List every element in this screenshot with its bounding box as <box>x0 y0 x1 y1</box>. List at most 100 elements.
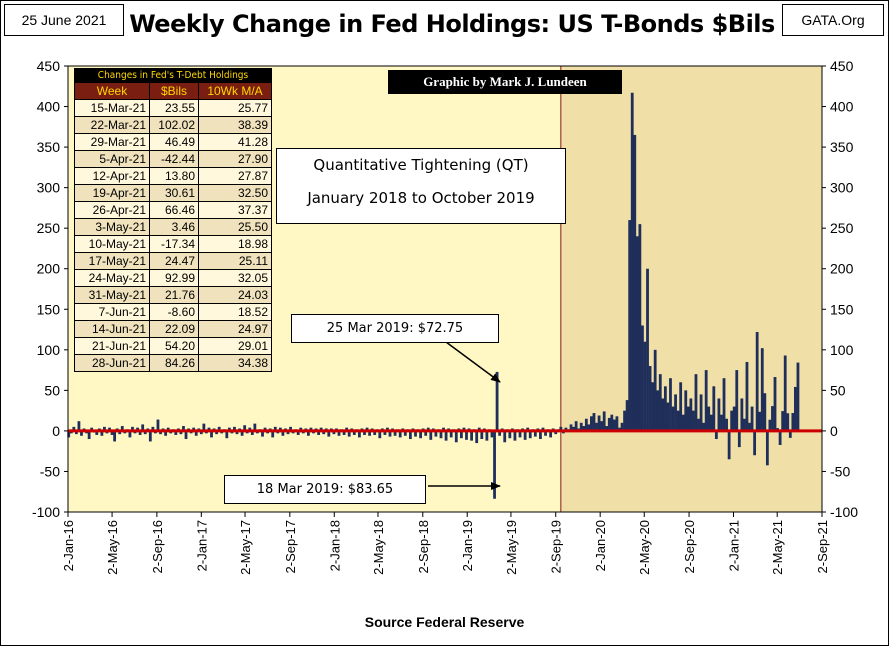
callout-arrows <box>428 341 501 490</box>
table-title: Changes in Fed's T-Debt Holdings <box>74 68 272 83</box>
bar <box>477 427 481 431</box>
x-tick-label: 2-Jan-18 <box>327 520 342 571</box>
credit-label: Graphic by Mark J. Lundeen <box>388 70 622 94</box>
bar <box>227 427 231 431</box>
bar <box>513 430 517 441</box>
x-tick-label: 2-May-20 <box>637 520 652 575</box>
bar <box>584 418 588 431</box>
bar <box>730 410 734 431</box>
y-tick-label-left: 450 <box>37 58 61 74</box>
bar <box>518 430 522 438</box>
table-cell-week: 21-Jun-21 <box>74 337 150 355</box>
x-tick-label: 2-Sep-20 <box>682 520 697 573</box>
bar <box>503 430 507 443</box>
bar <box>554 430 558 435</box>
table-cell-week: 15-Mar-21 <box>74 99 150 117</box>
table-row: 22-Mar-21 102.02 38.39 <box>74 116 272 134</box>
bar <box>347 430 351 437</box>
bar <box>74 430 78 435</box>
bar <box>250 430 254 435</box>
bar <box>108 427 111 431</box>
bar <box>633 134 637 431</box>
x-tick-label: 2-Sep-16 <box>150 520 165 573</box>
bar <box>352 430 356 435</box>
table-cell-ma: 25.50 <box>198 218 272 236</box>
shaded-region <box>560 65 823 513</box>
bar <box>358 430 361 438</box>
bar <box>393 430 397 436</box>
bar <box>737 430 741 448</box>
y-tick-label-left: 300 <box>37 180 61 196</box>
table-cell-week: 17-May-21 <box>74 252 150 270</box>
source-label: Source Federal Reserve <box>364 614 525 630</box>
bar <box>207 427 211 431</box>
bar <box>574 421 578 431</box>
bar <box>694 374 698 431</box>
y-tick-label-right: 250 <box>830 220 854 236</box>
bar <box>666 402 670 431</box>
table-row: 21-Jun-21 54.20 29.01 <box>74 337 272 355</box>
bar <box>661 398 665 431</box>
bar <box>697 418 700 431</box>
bar <box>103 426 106 431</box>
y-tick-label-right: 100 <box>830 342 854 358</box>
y-tick-label-right: 300 <box>830 180 854 196</box>
x-tick-label: 2-Sep-21 <box>815 520 830 573</box>
callout-high: 25 Mar 2019: $72.75 <box>291 314 499 343</box>
table-row: 24-May-21 92.99 32.05 <box>74 269 272 287</box>
arrow-high <box>445 341 501 383</box>
y-tick-label-left: 250 <box>37 220 61 236</box>
bar <box>549 430 553 438</box>
bar <box>217 426 221 431</box>
bar <box>199 430 203 435</box>
bar <box>778 430 782 445</box>
bar <box>373 430 377 435</box>
x-tick-label: 2-May-21 <box>770 520 785 575</box>
x-tick-label: 2-Sep-17 <box>283 520 298 573</box>
bar <box>465 430 468 440</box>
bar <box>322 430 326 435</box>
bar <box>475 430 479 444</box>
bar <box>679 382 683 431</box>
bar <box>426 427 430 431</box>
bar <box>143 430 147 435</box>
bar <box>592 413 596 431</box>
table-header-bils: $Bils <box>149 82 199 100</box>
bar <box>419 430 422 439</box>
bar <box>755 331 759 431</box>
bar <box>763 393 767 431</box>
bar <box>743 418 746 431</box>
table-cell-bils: 46.49 <box>149 133 199 151</box>
bar <box>722 378 726 431</box>
y-axis-left: -100 -50 0 50 100 150 200 250 300 350 400 450 <box>32 58 68 520</box>
bar <box>544 430 547 436</box>
bar <box>618 427 621 431</box>
table-row: 3-May-21 3.46 25.50 <box>74 218 272 236</box>
bar <box>630 92 634 431</box>
x-tick-label: 2-Sep-19 <box>549 520 564 573</box>
bar <box>327 430 331 437</box>
table-cell-week: 28-Jun-21 <box>74 354 150 372</box>
table-cell-week: 14-Jun-21 <box>74 320 150 338</box>
bar <box>620 422 624 431</box>
bar <box>408 430 412 440</box>
bar <box>643 341 647 431</box>
bar <box>388 430 392 437</box>
table-row: 12-Apr-21 13.80 27.87 <box>74 167 272 185</box>
bar <box>610 414 614 431</box>
y-tick-label-right: 150 <box>830 301 854 317</box>
table-cell-bils: 84.26 <box>149 354 199 372</box>
bar <box>748 422 751 431</box>
table-cell-week: 26-Apr-21 <box>74 201 150 219</box>
y-tick-label-left: 50 <box>44 382 60 398</box>
bar <box>296 430 300 435</box>
bar <box>689 398 693 431</box>
table-row: 26-Apr-21 66.46 37.37 <box>74 201 272 219</box>
bar <box>702 422 706 431</box>
bar <box>289 426 292 431</box>
bar <box>307 430 310 436</box>
table-row: 28-Jun-21 84.26 34.38 <box>74 354 272 372</box>
bar <box>383 430 387 435</box>
bar <box>480 430 484 440</box>
table-row: 31-May-21 21.76 24.03 <box>74 286 272 304</box>
